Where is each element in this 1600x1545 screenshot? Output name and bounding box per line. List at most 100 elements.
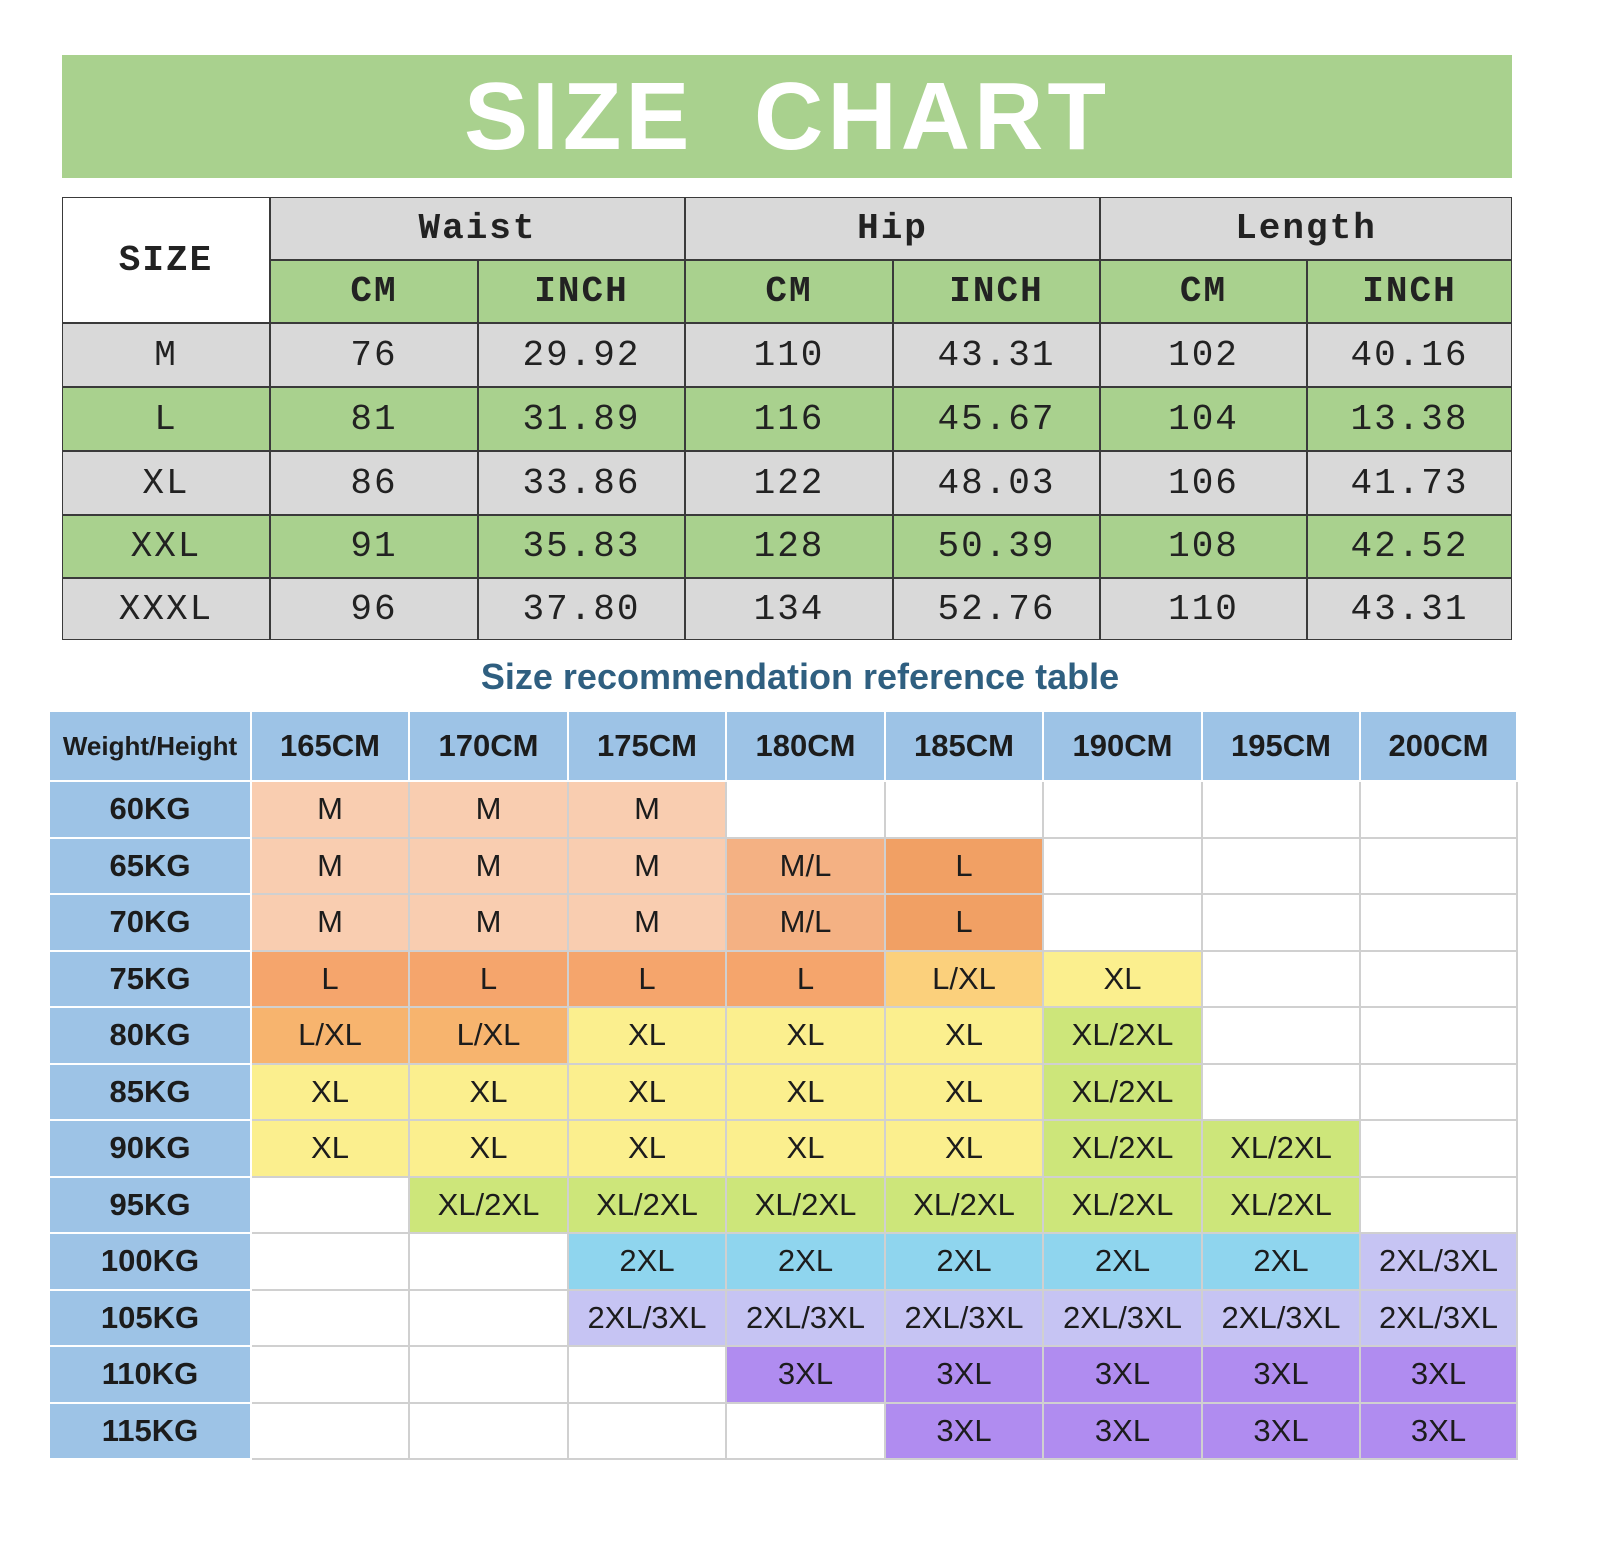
empty-cell: [252, 1234, 410, 1291]
measure-cell: 33.86: [478, 451, 685, 515]
size-cell: XL: [1044, 951, 1203, 1008]
size-cell: XL/2XL: [1044, 1064, 1203, 1121]
size-label: XXL: [62, 515, 270, 578]
weight-label: 115KG: [50, 1403, 252, 1460]
empty-cell: [1361, 838, 1518, 895]
empty-cell: [252, 1347, 410, 1404]
size-cell: 2XL/3XL: [727, 1290, 886, 1347]
size-cell: XL: [886, 1064, 1044, 1121]
size-cell: 2XL/3XL: [569, 1290, 727, 1347]
weight-label: 100KG: [50, 1234, 252, 1291]
size-cell: M/L: [727, 895, 886, 952]
size-cell: XL/2XL: [1044, 1121, 1203, 1178]
size-cell: XL: [569, 1064, 727, 1121]
empty-cell: [1203, 1064, 1361, 1121]
measure-cell: 48.03: [893, 451, 1100, 515]
weight-label: 60KG: [50, 782, 252, 839]
size-cell: XL/2XL: [1203, 1121, 1361, 1178]
empty-cell: [1361, 1064, 1518, 1121]
weight-label: 80KG: [50, 1008, 252, 1065]
size-cell: XL: [569, 1008, 727, 1065]
size-cell: L/XL: [886, 951, 1044, 1008]
height-header: 175CM: [569, 712, 727, 782]
size-cell: XL: [252, 1064, 410, 1121]
height-header: 190CM: [1044, 712, 1203, 782]
empty-cell: [252, 1290, 410, 1347]
measure-cell: 96: [270, 578, 478, 640]
size-cell: L: [410, 951, 569, 1008]
size-cell: XL/2XL: [1044, 1177, 1203, 1234]
measure-cell: 42.52: [1307, 515, 1512, 578]
height-header: 185CM: [886, 712, 1044, 782]
size-cell: XL: [410, 1064, 569, 1121]
height-header: 170CM: [410, 712, 569, 782]
size-label: M: [62, 323, 270, 387]
size-cell: XL/2XL: [727, 1177, 886, 1234]
size-cell: L: [886, 895, 1044, 952]
measure-cell: 81: [270, 387, 478, 451]
size-cell: M: [410, 838, 569, 895]
empty-cell: [1361, 951, 1518, 1008]
title-banner: SIZE CHART: [62, 55, 1512, 178]
size-cell: L/XL: [252, 1008, 410, 1065]
empty-cell: [1361, 1177, 1518, 1234]
weight-label: 110KG: [50, 1347, 252, 1404]
size-cell: 3XL: [886, 1347, 1044, 1404]
empty-cell: [569, 1347, 727, 1404]
size-cell: 2XL: [727, 1234, 886, 1291]
height-header: 200CM: [1361, 712, 1518, 782]
size-cell: 3XL: [1203, 1403, 1361, 1460]
corner-header: Weight/Height: [50, 712, 252, 782]
size-cell: 2XL/3XL: [886, 1290, 1044, 1347]
weight-label: 75KG: [50, 951, 252, 1008]
measure-cell: 40.16: [1307, 323, 1512, 387]
unit-header: CM: [270, 260, 478, 323]
empty-cell: [410, 1347, 569, 1404]
weight-label: 85KG: [50, 1064, 252, 1121]
empty-cell: [1203, 895, 1361, 952]
measure-cell: 43.31: [1307, 578, 1512, 640]
measure-cell: 128: [685, 515, 893, 578]
size-cell: XL/2XL: [1044, 1008, 1203, 1065]
size-cell: M: [410, 782, 569, 839]
measure-cell: 108: [1100, 515, 1307, 578]
size-cell: M: [252, 895, 410, 952]
size-cell: M: [569, 838, 727, 895]
size-cell: L/XL: [410, 1008, 569, 1065]
empty-cell: [1203, 838, 1361, 895]
size-cell: 3XL: [1361, 1347, 1518, 1404]
size-cell: 2XL: [569, 1234, 727, 1291]
size-cell: L: [569, 951, 727, 1008]
empty-cell: [886, 782, 1044, 839]
empty-cell: [1361, 1121, 1518, 1178]
size-cell: 3XL: [1361, 1403, 1518, 1460]
height-header: 195CM: [1203, 712, 1361, 782]
size-cell: XL: [727, 1121, 886, 1178]
group-header: Length: [1100, 197, 1512, 260]
empty-cell: [1044, 838, 1203, 895]
empty-cell: [569, 1403, 727, 1460]
empty-cell: [410, 1403, 569, 1460]
size-cell: M: [569, 895, 727, 952]
weight-label: 65KG: [50, 838, 252, 895]
corner-header: SIZE: [62, 197, 270, 323]
size-cell: 2XL: [1203, 1234, 1361, 1291]
empty-cell: [410, 1290, 569, 1347]
size-cell: XL/2XL: [886, 1177, 1044, 1234]
height-header: 180CM: [727, 712, 886, 782]
size-cell: 3XL: [1044, 1403, 1203, 1460]
measure-cell: 110: [1100, 578, 1307, 640]
size-cell: XL: [727, 1064, 886, 1121]
size-label: XL: [62, 451, 270, 515]
weight-label: 105KG: [50, 1290, 252, 1347]
weight-label: 90KG: [50, 1121, 252, 1178]
size-cell: M: [569, 782, 727, 839]
size-cell: XL: [410, 1121, 569, 1178]
height-header: 165CM: [252, 712, 410, 782]
size-cell: XL/2XL: [410, 1177, 569, 1234]
size-label: L: [62, 387, 270, 451]
measure-cell: 110: [685, 323, 893, 387]
size-cell: 3XL: [1044, 1347, 1203, 1404]
